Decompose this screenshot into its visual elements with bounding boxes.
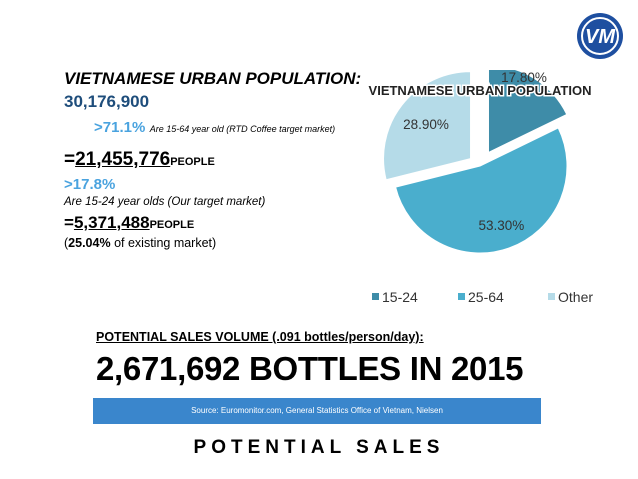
share-text: of existing market): [114, 236, 217, 250]
legend-label-other: Other: [558, 289, 593, 305]
pie-label-25-64: 53.30%: [479, 218, 525, 233]
existing-market-share: (25.04% of existing market): [64, 236, 217, 250]
eq1-sign: =: [64, 149, 76, 170]
equation-2: =5,371,488PEOPLE: [64, 213, 364, 233]
note-17: Are 15-24 year olds (Our target market): [64, 196, 266, 208]
pie-label-15-24: 17.80%: [501, 70, 547, 85]
legend-swatch-15-24: [372, 293, 379, 300]
pie-slice-25-64: [394, 127, 568, 254]
legend-swatch-25-64: [458, 293, 465, 300]
pie-slice-other: [383, 71, 472, 181]
legend-label-15-24: 15-24: [382, 289, 418, 305]
equation-1: =21,455,776PEOPLE: [64, 149, 364, 171]
footer-title: POTENTIAL SALES: [193, 437, 445, 458]
chart-title: VIETNAMESE URBAN POPULATION: [369, 83, 592, 98]
pie-chart: 17.80% 53.30% 28.90% VIETNAMESE URBAN POPUL…: [367, 70, 593, 305]
eq2-unit: PEOPLE: [149, 219, 195, 231]
sales-volume-text: POTENTIAL SALES VOLUME (.091 bottles/per…: [96, 330, 420, 344]
eq1-value: 21,455,776: [75, 149, 171, 170]
logo-text: VM: [585, 26, 616, 48]
source-band: Source: Euromonitor.com, General Statist…: [93, 398, 541, 424]
legend-label-25-64: 25-64: [468, 289, 504, 305]
legend-swatch-other: [548, 293, 555, 300]
eq1-unit: PEOPLE: [170, 156, 215, 168]
share-71-row: >71.1% Are 15-64 year old (RTD Coffee ta…: [94, 120, 374, 137]
bottles-headline: 2,671,692 BOTTLES IN 2015: [96, 350, 524, 387]
eq2-value: 5,371,488: [73, 213, 150, 232]
share-pct: 25.04%: [68, 236, 111, 250]
population-value: 30,176,900: [64, 92, 150, 111]
eq2-sign: =: [64, 213, 74, 232]
sales-volume-colon: :: [419, 330, 424, 344]
pct-71: >71.1%: [94, 119, 146, 136]
pct-17: >17.8%: [64, 176, 116, 193]
summary-title: VIETNAMESE URBAN POPULATION:: [64, 69, 362, 88]
note-71: Are 15-64 year old (RTD Coffee target ma…: [149, 124, 336, 134]
brand-logo-icon: VM: [577, 13, 623, 59]
population-summary: VIETNAMESE URBAN POPULATION: 30,176,900 …: [64, 68, 364, 250]
pie-label-other: 28.90%: [403, 117, 449, 132]
pie-slice-15-24: [487, 70, 568, 154]
sales-volume-label: POTENTIAL SALES VOLUME (.091 bottles/per…: [96, 330, 424, 344]
